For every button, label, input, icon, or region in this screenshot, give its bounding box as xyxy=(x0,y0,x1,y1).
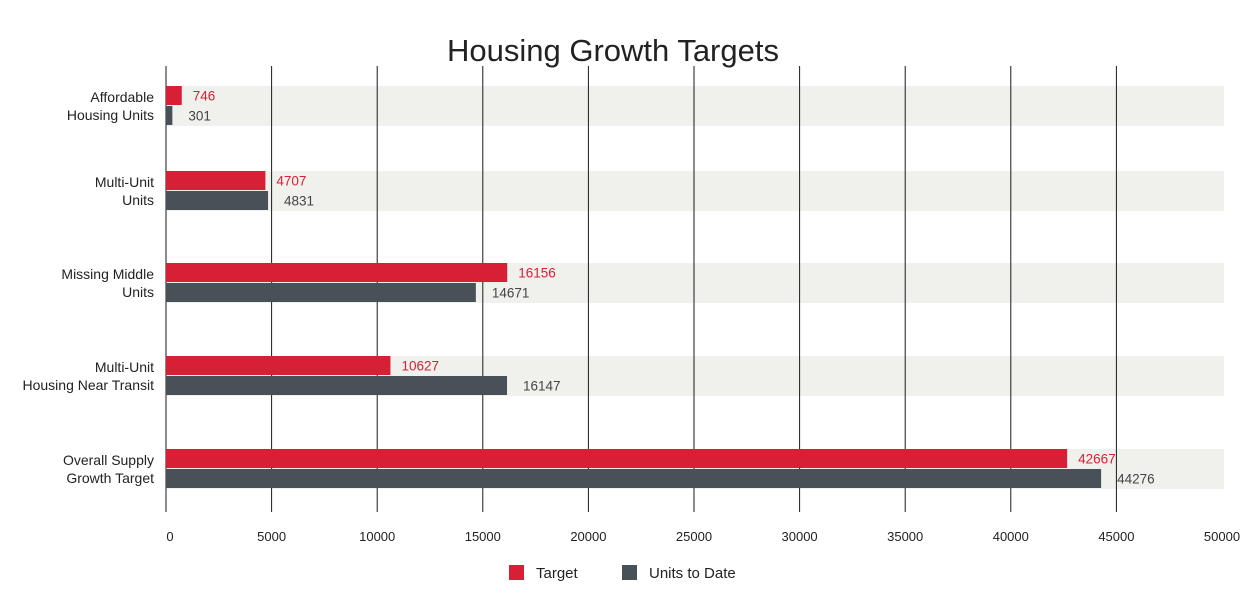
category-label: Housing Units xyxy=(67,107,154,123)
value-label-target: 16156 xyxy=(518,266,556,281)
bar-units-to-date xyxy=(166,376,508,395)
value-label-units-to-date: 4831 xyxy=(284,194,314,209)
category-label: Multi-Unit xyxy=(95,174,154,190)
legend: Target Units to Date xyxy=(509,565,736,582)
value-label-units-to-date: 14671 xyxy=(492,286,530,301)
x-tick-label: 5000 xyxy=(257,529,286,544)
x-tick-label: 20000 xyxy=(570,529,606,544)
category-band xyxy=(166,86,1224,126)
value-label-target: 10627 xyxy=(401,359,439,374)
value-label-target: 4707 xyxy=(276,174,306,189)
legend-label-target: Target xyxy=(536,565,579,582)
bar-target xyxy=(166,356,391,375)
bar-units-to-date xyxy=(166,283,476,302)
category-label: Growth Target xyxy=(66,470,154,486)
x-tick-label: 15000 xyxy=(465,529,501,544)
category-label: Units xyxy=(122,192,154,208)
value-label-units-to-date: 16147 xyxy=(523,379,561,394)
x-axis-ticks: 0 5000 10000 15000 20000 25000 30000 35000 40000… xyxy=(166,529,1240,544)
bar-units-to-date xyxy=(166,106,173,125)
value-labels: 746 301 4707 4831 16156 14671 10627 16147 426674… xyxy=(188,89,1154,487)
category-label: Multi-Unit xyxy=(95,359,154,375)
x-tick-label: 30000 xyxy=(782,529,818,544)
category-label: Units xyxy=(122,284,154,300)
category-labels: Affordable Housing Units Multi-Unit Units Mi… xyxy=(22,89,154,486)
x-tick-label: 45000 xyxy=(1098,529,1134,544)
category-label: Overall Supply xyxy=(63,452,154,468)
value-label-target: 42667 xyxy=(1078,452,1116,467)
value-label-units-to-date: 44276 xyxy=(1117,472,1155,487)
x-tick-label: 0 xyxy=(166,529,173,544)
category-label: Affordable xyxy=(90,89,154,105)
bars xyxy=(166,86,1102,488)
legend-swatch-units-to-date xyxy=(622,565,637,580)
x-tick-label: 50000 xyxy=(1204,529,1240,544)
x-tick-label: 40000 xyxy=(993,529,1029,544)
bar-target xyxy=(166,449,1068,468)
value-label-units-to-date: 301 xyxy=(188,109,211,124)
bar-units-to-date xyxy=(166,191,269,210)
bar-target xyxy=(166,171,266,190)
value-label-target: 746 xyxy=(193,89,216,104)
bar-target xyxy=(166,263,508,282)
category-label: Missing Middle xyxy=(61,266,154,282)
category-label: Housing Near Transit xyxy=(22,377,154,393)
legend-swatch-target xyxy=(509,565,524,580)
bar-units-to-date xyxy=(166,469,1102,488)
chart-title: Housing Growth Targets xyxy=(447,33,779,68)
legend-label-units-to-date: Units to Date xyxy=(649,565,736,582)
category-band xyxy=(166,171,1224,211)
x-tick-label: 35000 xyxy=(887,529,923,544)
x-tick-label: 10000 xyxy=(359,529,395,544)
x-tick-label: 25000 xyxy=(676,529,712,544)
bar-target xyxy=(166,86,182,105)
